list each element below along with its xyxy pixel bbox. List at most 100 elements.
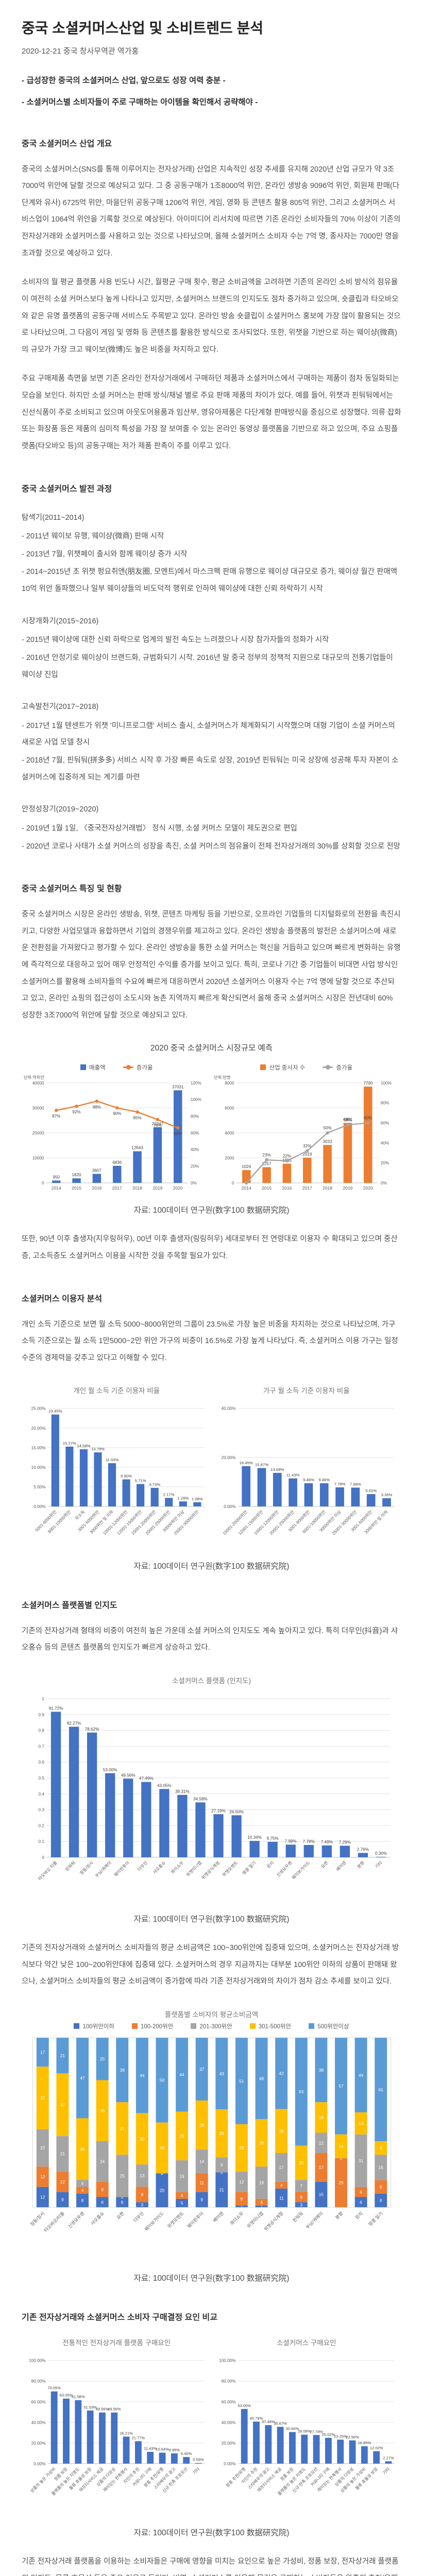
chart-source-caption: 자료: 100데이터 연구원(数字100 数据研究院) (133, 1206, 290, 1215)
svg-text:40.00%: 40.00% (31, 2420, 46, 2425)
svg-text:9: 9 (61, 2197, 64, 2202)
chart-title: 소셜커머스 구매요인 (276, 2338, 336, 2347)
svg-text:2.76%: 2.76% (357, 1847, 368, 1852)
svg-text:30000: 30000 (32, 1106, 44, 1110)
svg-text:23%: 23% (262, 1153, 270, 1157)
chart-market-revenue: 매출액 증가율 단위:억위안 0 10000 20000 30000 40000 0% 20% 40… (22, 1058, 212, 1196)
svg-text:22: 22 (40, 2146, 45, 2150)
svg-text:7.78%: 7.78% (334, 1482, 345, 1486)
svg-text:1024: 1024 (242, 1164, 251, 1169)
legend-item: 100위안이하 (74, 2022, 114, 2030)
svg-text:0.00%: 0.00% (33, 2461, 46, 2466)
svg-text:61.58%: 61.58% (72, 2394, 85, 2399)
svg-text:11.43%: 11.43% (286, 1473, 299, 1478)
svg-text:91.72%: 91.72% (48, 1706, 63, 1710)
chart-platform-awareness: 소셜커머스 플랫폼 (인지도) 0 0.1 0.2 0.3 0.4 0.5 0.6 0.7 0.8… (25, 1669, 398, 1905)
svg-text:18: 18 (318, 2115, 324, 2120)
svg-text:22.56%: 22.56% (346, 2434, 359, 2439)
svg-text:신셩요우셴: 신셩요우셴 (66, 2211, 85, 2229)
svg-text:37: 37 (199, 2067, 205, 2072)
svg-text:950: 950 (53, 1175, 60, 1179)
svg-text:0: 0 (232, 1181, 234, 1185)
svg-text:0: 0 (42, 1855, 44, 1860)
svg-text:25: 25 (100, 2057, 105, 2061)
svg-text:49.56%: 49.56% (121, 1773, 135, 1777)
phase-bullet: - 2013년 7월, 위챗페이 출시와 함께 웨이샹 증가 시작 (22, 550, 188, 558)
svg-text:기타: 기타 (374, 1860, 383, 1869)
legend-item: 100-200위안 (131, 2022, 173, 2030)
svg-text:요짠: 요짠 (319, 1860, 329, 1869)
svg-text:20%: 20% (191, 1164, 199, 1168)
svg-text:40.79%: 40.79% (249, 2416, 263, 2420)
chart-canvas: 단위:만명 0 2000 4000 6000 8000 0% 20% 40% 60% 80% 100%… (213, 1074, 392, 1190)
chart-title: 전통적인 전자상거래 플랫폼 구매요인 (62, 2338, 171, 2347)
svg-text:44: 44 (358, 2073, 363, 2078)
svg-text:8000: 8000 (225, 1080, 234, 1085)
heading-development: 중국 소셜커머스 발전 과정 (22, 484, 112, 494)
phase-bullet: - 2015년 웨이샹에 대한 신뢰 하락으로 업계의 발전 속도는 느려졌으나… (22, 636, 329, 645)
svg-text:20: 20 (299, 2161, 304, 2165)
svg-text:3000위안 및 이하: 3000위안 및 이하 (89, 1509, 114, 1535)
phase-bullet: - 2017년 1월 텐센트가 위챗 '미니프로그램' 서비스 출시, 소셜커머… (22, 721, 395, 747)
paragraph: 기존 전자상거래 플랫폼을 이용하는 소비자들은 구매에 영향을 미치는 요인으… (22, 2557, 400, 2576)
chart-factors-traditional: 전통적인 전자상거래 플랫폼 구매요인 0.00% 20.00% 40.00% 60.0… (22, 2331, 212, 2519)
svg-text:0.7: 0.7 (38, 1743, 44, 1749)
development-phase: 고속발전기(2017~2018) - 2017년 1월 텐센트가 위챗 '미니프… (22, 699, 401, 786)
svg-text:1257: 1257 (262, 1161, 272, 1166)
svg-text:48: 48 (259, 2076, 264, 2081)
paragraph: 소비자의 월 평균 플랫폼 사용 빈도나 시간, 월평균 구매 횟수, 평균 소… (22, 278, 401, 354)
svg-text:44: 44 (179, 2073, 184, 2077)
svg-text:12: 12 (318, 2141, 324, 2145)
page-title: 중국 소셜커머스산업 및 소비트렌드 분석 (22, 20, 264, 36)
tagline-1: - 급성장한 중국의 소셜커머스 산업, 앞으로도 성장 여력 충분 - (22, 76, 226, 85)
svg-text:6: 6 (121, 2200, 123, 2205)
svg-text:1.28%: 1.28% (177, 1496, 189, 1501)
phase-bullet: - 2020년 코로나 사태가 소셜 커머스의 성장을 촉진, 소셜 커머스의 … (22, 842, 400, 851)
phase-name: 안정성장기(2019~2020) (22, 805, 99, 814)
svg-text:6.90%: 6.90% (121, 1474, 132, 1479)
svg-text:9: 9 (200, 2197, 203, 2202)
svg-text:60.00%: 60.00% (31, 2399, 46, 2404)
svg-text:9.95%: 9.95% (169, 2447, 180, 2452)
svg-text:0.2: 0.2 (38, 1823, 44, 1828)
svg-text:9: 9 (221, 2163, 223, 2167)
chart-canvas: 0.00%20.00%40.00%16.45%15001-20000위안15.6… (221, 1406, 395, 1536)
svg-text:2020: 2020 (173, 1185, 183, 1190)
svg-text:37031: 37031 (172, 1084, 184, 1089)
article-meta: 2020-12-21 중국 창사무역관 역가홍 (22, 46, 139, 56)
svg-text:28: 28 (259, 2141, 264, 2145)
svg-text:신셩요우셴: 신셩요우셴 (275, 1860, 293, 1877)
chart-row: 매출액 증가율 단위:억위안 0 10000 20000 30000 40000 0% 20% 40… (22, 1058, 401, 1196)
svg-text:웨이핀후이: 웨이핀후이 (113, 1860, 130, 1877)
svg-text:위챗모멘트: 위챗모멘트 (221, 1860, 239, 1877)
color-swatch-icon (191, 2023, 197, 2029)
svg-text:14.58%: 14.58% (77, 1444, 90, 1449)
svg-text:7.29%: 7.29% (339, 1840, 350, 1844)
svg-text:0.00%: 0.00% (224, 2461, 236, 2466)
svg-text:21.77%: 21.77% (132, 2435, 145, 2440)
chart-legend: 100위안이하 100-200위안 201-300위안 301-500위안 500위안이… (25, 2022, 398, 2030)
svg-text:6: 6 (360, 2200, 362, 2205)
svg-text:90%: 90% (113, 1111, 121, 1116)
phase-name: 시장개화기(2015~2016) (22, 617, 99, 625)
svg-text:37.34%: 37.34% (262, 2419, 275, 2424)
svg-text:14: 14 (199, 2159, 205, 2164)
svg-text:3.35%: 3.35% (381, 1493, 392, 1498)
svg-text:7: 7 (300, 2184, 302, 2189)
svg-text:40.00%: 40.00% (221, 2420, 236, 2425)
heading-features: 중국 소셜커머스 특징 및 현황 (22, 885, 122, 894)
color-swatch-icon (74, 2023, 80, 2029)
svg-text:21: 21 (219, 2188, 224, 2192)
svg-text:2018: 2018 (323, 1185, 332, 1190)
svg-text:베이뎬: 베이뎬 (335, 1860, 347, 1872)
svg-text:36: 36 (100, 2109, 105, 2113)
svg-text:51: 51 (239, 2079, 244, 2083)
svg-text:14: 14 (339, 2144, 344, 2149)
svg-text:17: 17 (40, 2050, 45, 2055)
svg-text:윈지: 윈지 (265, 1860, 275, 1869)
svg-text:26.21%: 26.21% (120, 2431, 133, 2435)
chart-factors-social: 소셜커머스 구매요인 0.00% 20.00% 40.00% 60.00% 80.00% 1… (212, 2331, 402, 2519)
svg-text:위챗공식계정: 위챗공식계정 (200, 1860, 220, 1880)
chart-source-caption: 자료: 100데이터 연구원(数字100 数据研究院) (133, 2274, 290, 2283)
